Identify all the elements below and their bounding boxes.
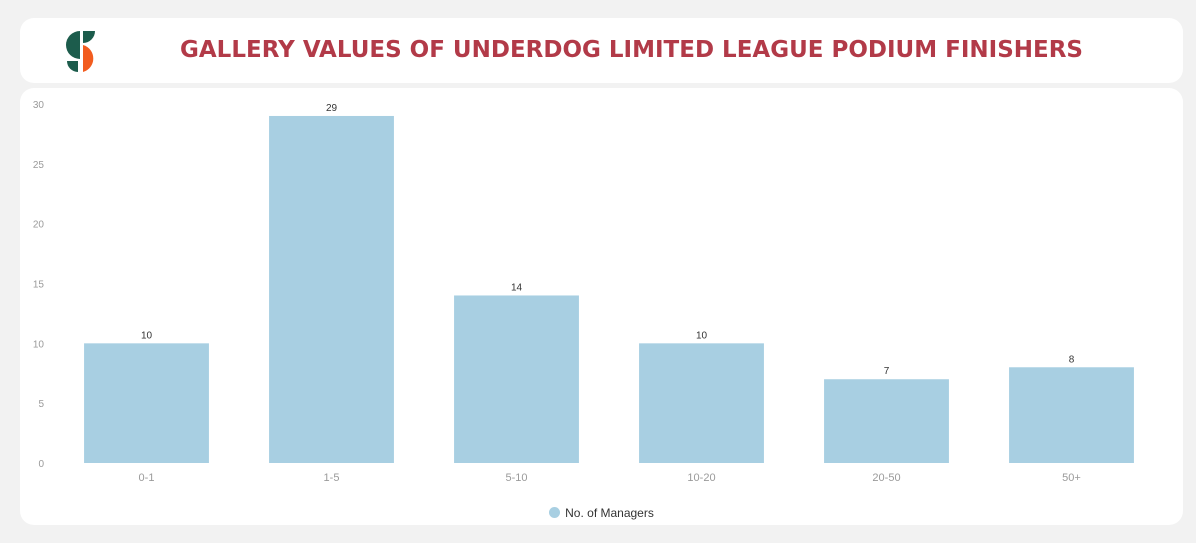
x-tick-label: 50+ bbox=[1062, 472, 1081, 484]
bar[interactable] bbox=[269, 115, 394, 463]
legend-label: No. of Managers bbox=[565, 506, 654, 520]
x-tick-label: 20-50 bbox=[872, 472, 900, 484]
bar[interactable] bbox=[84, 343, 209, 463]
y-tick-label: 25 bbox=[33, 160, 45, 171]
chart-legend[interactable]: No. of Managers bbox=[20, 506, 1183, 524]
legend-swatch bbox=[549, 507, 561, 518]
y-tick-label: 5 bbox=[38, 399, 44, 410]
brand-logo-icon bbox=[66, 31, 95, 72]
x-tick-label: 0-1 bbox=[139, 472, 155, 484]
bar-value-label: 7 bbox=[884, 366, 890, 377]
page-title: GALLERY VALUES OF UNDERDOG LIMITED LEAGU… bbox=[180, 37, 1083, 63]
bar[interactable] bbox=[1009, 367, 1134, 463]
y-axis: 0 5 10 15 20 25 30 bbox=[33, 100, 45, 470]
x-tick-label: 10-20 bbox=[687, 472, 715, 484]
y-tick-label: 20 bbox=[33, 220, 45, 231]
bar-chart: 0 5 10 15 20 25 30 10 29 14 10 7 8 0-1 1-5 5-10 10-20 2… bbox=[33, 100, 1134, 484]
y-tick-label: 10 bbox=[33, 339, 45, 350]
chart-panel: 0 5 10 15 20 25 30 10 29 14 10 7 8 0-1 1-5 5-10 10-20 2… bbox=[20, 88, 1183, 525]
header-card: GALLERY VALUES OF UNDERDOG LIMITED LEAGU… bbox=[20, 18, 1183, 83]
bar-value-label: 10 bbox=[696, 330, 708, 341]
bar-value-label: 10 bbox=[141, 330, 153, 341]
x-tick-label: 1-5 bbox=[324, 472, 340, 484]
bar[interactable] bbox=[639, 343, 764, 463]
y-tick-label: 15 bbox=[33, 280, 45, 291]
bar-value-label: 8 bbox=[1069, 354, 1075, 365]
bar-value-label: 29 bbox=[326, 103, 338, 114]
bar-series: 10 29 14 10 7 8 bbox=[84, 103, 1134, 463]
bar-value-label: 14 bbox=[511, 282, 523, 293]
x-axis: 0-1 1-5 5-10 10-20 20-50 50+ bbox=[139, 472, 1081, 484]
bar[interactable] bbox=[824, 379, 949, 463]
y-tick-label: 30 bbox=[33, 100, 45, 111]
bar[interactable] bbox=[454, 295, 579, 463]
y-tick-label: 0 bbox=[38, 459, 44, 470]
x-tick-label: 5-10 bbox=[505, 472, 527, 484]
